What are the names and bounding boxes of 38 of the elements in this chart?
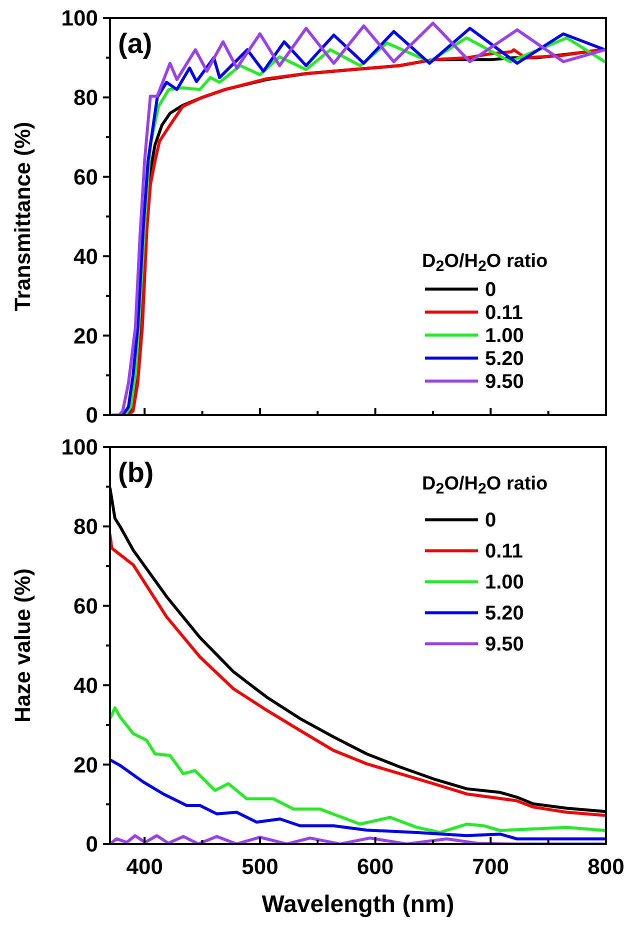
x-axis-title: Wavelength (nm) xyxy=(262,891,454,918)
y-tick-label: 100 xyxy=(61,6,98,31)
legend-label: 0 xyxy=(485,279,496,302)
legend-title: D$_{2}$O/H$_{2}$O ratio xyxy=(422,251,548,275)
y-tick-label: 80 xyxy=(74,514,98,540)
legend-label: 1.00 xyxy=(485,325,524,348)
x-tick-label: 400 xyxy=(126,854,163,879)
y-tick-label: 100 xyxy=(61,434,98,460)
chart-title: (a) xyxy=(118,28,152,59)
y-tick-label: 80 xyxy=(74,85,98,110)
y-tick-label: 0 xyxy=(86,402,98,428)
line-series xyxy=(110,834,606,844)
y-tick-label: 60 xyxy=(74,594,98,618)
legend-label: 1.00 xyxy=(485,572,524,594)
y-tick-label: 60 xyxy=(74,164,98,190)
line-series xyxy=(110,533,606,817)
chart-title: (b) xyxy=(118,457,154,488)
y-axis-title: Haze value (%) xyxy=(10,568,35,723)
legend-label: 5.20 xyxy=(485,348,524,370)
legend-label: 9.50 xyxy=(485,371,524,394)
line-series xyxy=(110,758,606,840)
x-tick-label: 800 xyxy=(588,854,624,879)
y-tick-label: 20 xyxy=(74,752,98,778)
line-series xyxy=(110,706,606,834)
x-tick-label: 700 xyxy=(472,854,510,879)
x-tick-label: 500 xyxy=(242,854,278,879)
x-tick-label: 600 xyxy=(356,854,394,879)
legend-label: 0.11 xyxy=(485,540,523,563)
y-tick-label: 40 xyxy=(74,244,98,269)
legend-label: 0.11 xyxy=(485,302,523,324)
y-tick-label: 0 xyxy=(86,832,98,857)
legend-label: 9.50 xyxy=(485,634,524,656)
legend-label: 0 xyxy=(485,510,496,532)
y-tick-label: 40 xyxy=(74,672,98,698)
legend-title: D$_{2}$O/H$_{2}$O ratio xyxy=(422,474,548,498)
legend-label: 5.20 xyxy=(485,602,524,625)
y-axis-title: Transmittance (%) xyxy=(10,122,35,312)
y-tick-label: 20 xyxy=(74,323,98,348)
